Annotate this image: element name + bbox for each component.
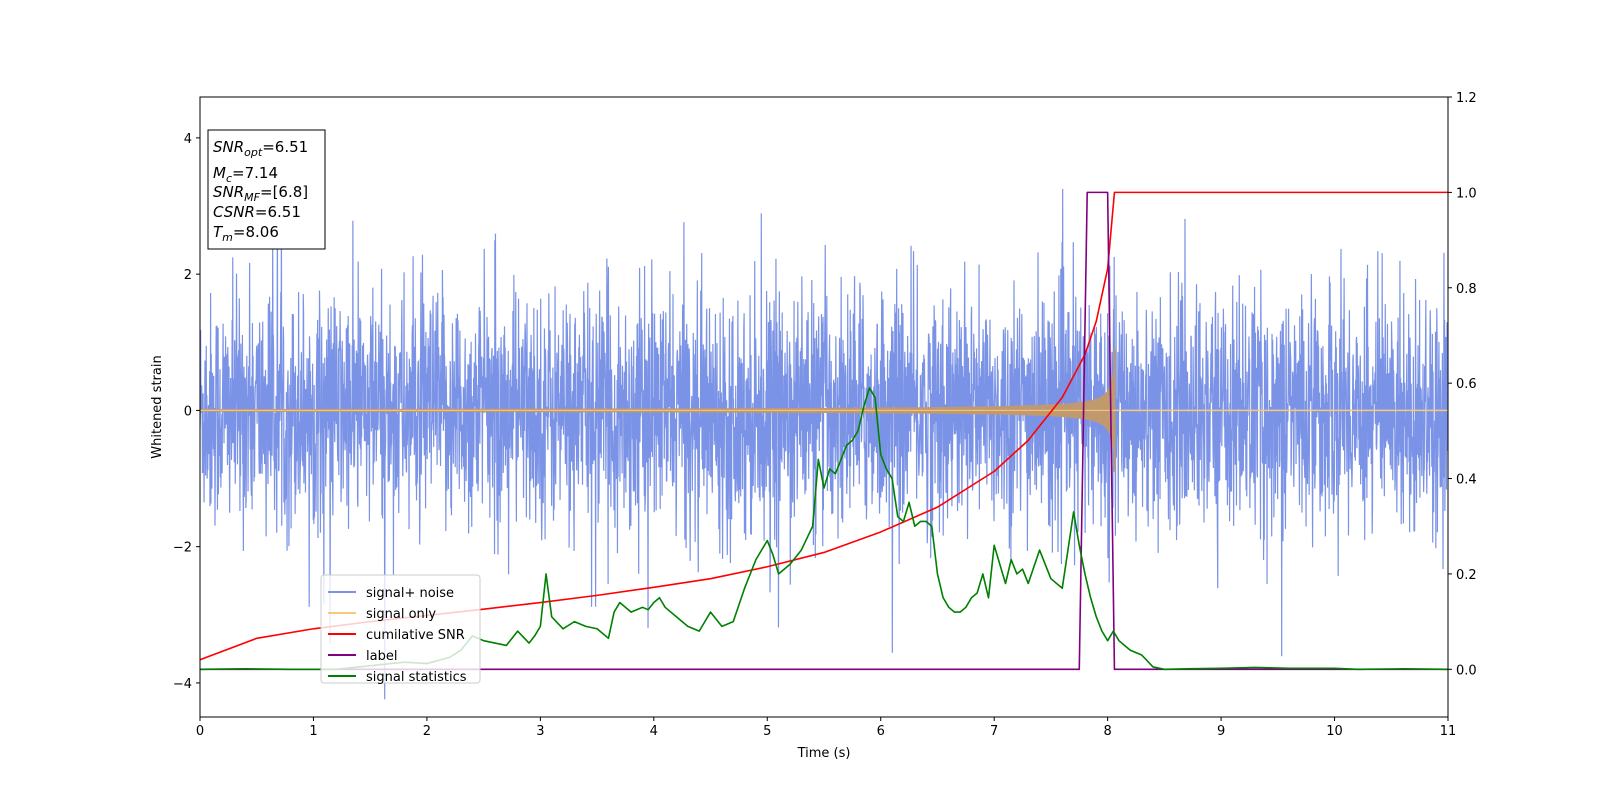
y-left-tick-label: −4 — [173, 677, 192, 692]
y-right-tick-label: 0.8 — [1456, 282, 1477, 297]
info-box-line: SNRopt=6.51 — [213, 138, 308, 159]
x-tick-label: 1 — [309, 724, 317, 739]
y-right-tick-label: 0.2 — [1456, 568, 1477, 583]
y-left-tick-label: 0 — [184, 404, 192, 419]
y-left-tick-label: 2 — [184, 268, 192, 283]
plot-frame — [199, 96, 1449, 718]
x-tick-label: 3 — [536, 724, 544, 739]
x-axis-label: Time (s) — [797, 746, 851, 761]
x-tick-label: 4 — [650, 724, 658, 739]
axis-ticks-layer: 0 1 2 3 4 5 6 7 8 9 10 11 −4 −2 0 2 4 0.0 0.2 0.4 0.6 0.8 1.0 1… — [173, 91, 1477, 739]
x-tick-label: 10 — [1326, 724, 1343, 739]
x-tick-label: 6 — [877, 724, 885, 739]
info-box-line: SNRMF=[6.8] — [213, 183, 308, 204]
y-left-tick-label: −2 — [173, 541, 192, 556]
x-tick-label: 7 — [990, 724, 998, 739]
legend-label: cumilative SNR — [366, 628, 465, 643]
series-signal-noise-line — [200, 188, 1448, 700]
y-right-tick-label: 1.0 — [1456, 186, 1477, 201]
signal-noise-layer — [200, 188, 1448, 700]
signal-only-layer — [200, 349, 1448, 472]
info-box-line: Mc=7.14 — [213, 164, 278, 185]
y-right-tick-label: 0.4 — [1456, 473, 1477, 488]
legend-label: label — [366, 649, 397, 664]
y-right-tick-label: 1.2 — [1456, 91, 1477, 106]
y-right-tick-label: 0.0 — [1456, 663, 1477, 678]
x-tick-label: 9 — [1217, 724, 1225, 739]
x-tick-label: 5 — [763, 724, 771, 739]
series-signal-statistics-line — [200, 387, 1448, 671]
legend-frame — [320, 574, 481, 684]
x-tick-label: 2 — [423, 724, 431, 739]
info-box-frame — [207, 129, 326, 250]
info-box-line: Tm=8.06 — [213, 223, 279, 244]
legend-label: signal+ noise — [366, 586, 454, 601]
x-tick-label: 11 — [1440, 724, 1457, 739]
x-tick-label: 8 — [1103, 724, 1111, 739]
y-axis-label: Whitened strain — [150, 355, 165, 458]
y-right-tick-label: 0.6 — [1456, 377, 1477, 392]
y-left-tick-label: 4 — [184, 132, 192, 147]
legend-label: signal statistics — [366, 670, 467, 685]
info-box-line: CSNR=6.51 — [213, 203, 301, 221]
x-tick-label: 0 — [196, 724, 204, 739]
legend: signal+ noise signal only cumilative SNR la… — [320, 574, 481, 685]
legend-label: signal only — [366, 607, 436, 622]
